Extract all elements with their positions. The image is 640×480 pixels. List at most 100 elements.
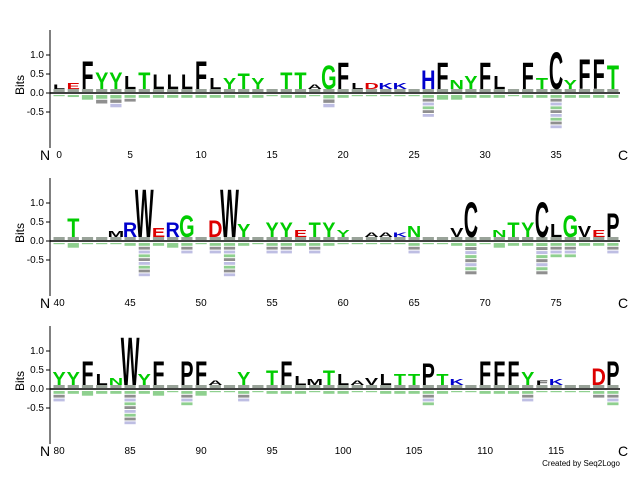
negative-residue-mark [564,391,576,393]
residue-glyph: R [123,218,138,242]
c-terminus-label: C [618,147,628,163]
x-tick-label: 50 [196,298,208,309]
negative-residue-mark [223,269,236,273]
negative-residue-mark [195,95,207,98]
residue-glyph: L [124,74,136,94]
positive-residue-mark [181,89,193,92]
negative-residue-mark [465,259,477,263]
y-tick-label: 0.5 [30,217,44,228]
negative-residue-mark [81,391,94,396]
negative-residue-mark [266,246,278,250]
positive-residue-mark [593,237,605,240]
residue-glyph: T [238,70,250,94]
x-tick-label: 55 [267,298,279,309]
negative-residue-mark [607,250,619,254]
negative-residue-mark [138,95,150,98]
negative-residue-mark [223,250,236,254]
residue-glyph: D [592,363,606,390]
negative-residue-mark [124,243,136,246]
residue-glyph: T [436,371,448,389]
positive-residue-mark [223,89,236,92]
residue-glyph: F [479,354,491,392]
residue-glyph: T [394,371,406,389]
negative-residue-mark [422,102,434,106]
negative-residue-mark [195,243,207,245]
negative-residue-mark [593,391,605,394]
negative-residue-mark [593,95,605,98]
y-tick-label: 0.5 [30,365,44,376]
residue-glyph: K [450,378,464,387]
negative-residue-mark [422,114,434,117]
positive-residue-mark [152,237,165,240]
positive-residue-mark [451,385,463,388]
positive-residue-mark [323,237,335,240]
positive-residue-mark [507,89,520,92]
negative-residue-mark [138,265,150,269]
negative-residue-mark [323,243,335,246]
residue-glyph: Y [564,77,577,92]
negative-residue-mark [351,391,363,393]
negative-residue-mark [152,391,165,396]
residue-glyph: D [364,82,378,91]
negative-residue-mark [422,106,434,110]
negative-residue-mark [110,391,122,394]
negative-residue-mark [593,394,605,398]
positive-residue-mark [167,237,179,240]
logo-row: -0.5 0.0 0.5 1.0 Bits N C 80 85 90 95 100 105 110 115 Y… [13,323,628,459]
negative-residue-mark [536,95,548,98]
positive-residue-mark [280,89,292,92]
residue-glyph: P [180,354,193,392]
positive-residue-mark [67,237,79,240]
negative-residue-mark [53,394,65,398]
n-terminus-label: N [40,295,50,311]
positive-residue-mark [96,385,108,388]
negative-residue-mark [238,391,250,394]
positive-residue-mark [479,89,491,92]
residue-glyph: Y [251,75,264,93]
positive-residue-mark [593,385,605,388]
positive-residue-mark [138,89,150,92]
negative-residue-mark [252,391,264,393]
residue-glyph: N [492,228,506,239]
x-tick-label: 80 [54,446,66,457]
negative-residue-mark [451,391,463,393]
y-tick-label: -0.5 [27,107,45,118]
negative-residue-mark [223,246,236,250]
residue-glyph: T [294,67,307,94]
positive-residue-mark [238,385,250,388]
positive-residue-mark [81,237,94,240]
residue-glyph: T [408,371,420,389]
negative-residue-mark [309,246,321,250]
negative-residue-mark [337,95,349,98]
negative-residue-mark [280,250,292,254]
negative-residue-mark [365,95,378,97]
negative-residue-mark [493,95,505,98]
positive-residue-mark [294,237,307,240]
positive-residue-mark [167,89,179,92]
residue-glyph: A [208,380,223,387]
negative-residue-mark [110,99,122,103]
positive-residue-mark [252,89,264,92]
residue-glyph: L [351,82,363,91]
residue-glyph: F [280,354,292,392]
negative-residue-mark [493,243,505,248]
positive-residue-mark [380,385,392,388]
negative-residue-mark [479,391,491,394]
negative-residue-mark [138,391,150,394]
positive-residue-mark [550,385,562,388]
residue-glyph: G [563,208,578,244]
negative-residue-mark [309,243,321,246]
x-tick-label: 15 [267,150,279,161]
n-terminus-label: N [40,443,50,459]
y-tick-label: -0.5 [27,403,45,414]
negative-residue-mark [607,246,619,250]
residue-glyph: L [152,70,164,94]
residue-glyph: L [53,84,65,91]
positive-residue-mark [493,89,505,92]
positive-residue-mark [138,237,150,240]
negative-residue-mark [81,95,94,100]
residue-glyph: L [550,222,562,242]
positive-residue-mark [252,237,264,240]
